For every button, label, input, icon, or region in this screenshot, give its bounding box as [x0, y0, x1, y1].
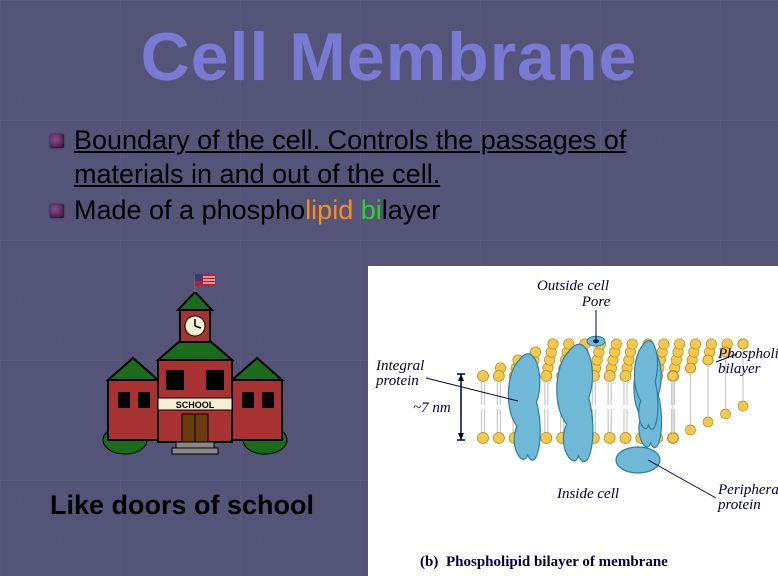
- school-illustration: SCHOOL: [100, 270, 290, 460]
- membrane-diagram: Outside cellInside cellPoreIntegralprote…: [368, 266, 778, 576]
- svg-text:Integral: Integral: [375, 358, 424, 374]
- svg-text:protein: protein: [375, 373, 419, 389]
- svg-text:bilayer: bilayer: [718, 361, 761, 377]
- svg-text:protein: protein: [717, 497, 761, 513]
- svg-text:Inside cell: Inside cell: [556, 486, 619, 502]
- bullet-marker-icon: [50, 204, 64, 218]
- bullet-text-2: Made of a phospholipid bilayer: [74, 194, 440, 228]
- svg-text:Phospholipid: Phospholipid: [717, 346, 778, 362]
- svg-text:Pore: Pore: [581, 294, 611, 310]
- svg-text:(b): (b): [420, 554, 438, 570]
- svg-text:Peripheral: Peripheral: [717, 482, 778, 498]
- bullet-item: Made of a phospholipid bilayer: [50, 194, 728, 228]
- svg-text:~7 nm: ~7 nm: [413, 400, 451, 416]
- svg-text:Phospholipid bilayer of membra: Phospholipid bilayer of membrane: [446, 554, 668, 570]
- bullet-marker-icon: [50, 134, 64, 148]
- bullet-list: Boundary of the cell. Controls the passa…: [50, 124, 728, 227]
- analogy-caption: Like doors of school: [50, 490, 314, 521]
- bullet-item: Boundary of the cell. Controls the passa…: [50, 124, 728, 192]
- svg-text:Outside cell: Outside cell: [537, 278, 609, 294]
- svg-text:SCHOOL: SCHOOL: [176, 400, 215, 410]
- bullet-text-1: Boundary of the cell. Controls the passa…: [74, 124, 728, 192]
- slide-title: Cell Membrane: [0, 0, 778, 96]
